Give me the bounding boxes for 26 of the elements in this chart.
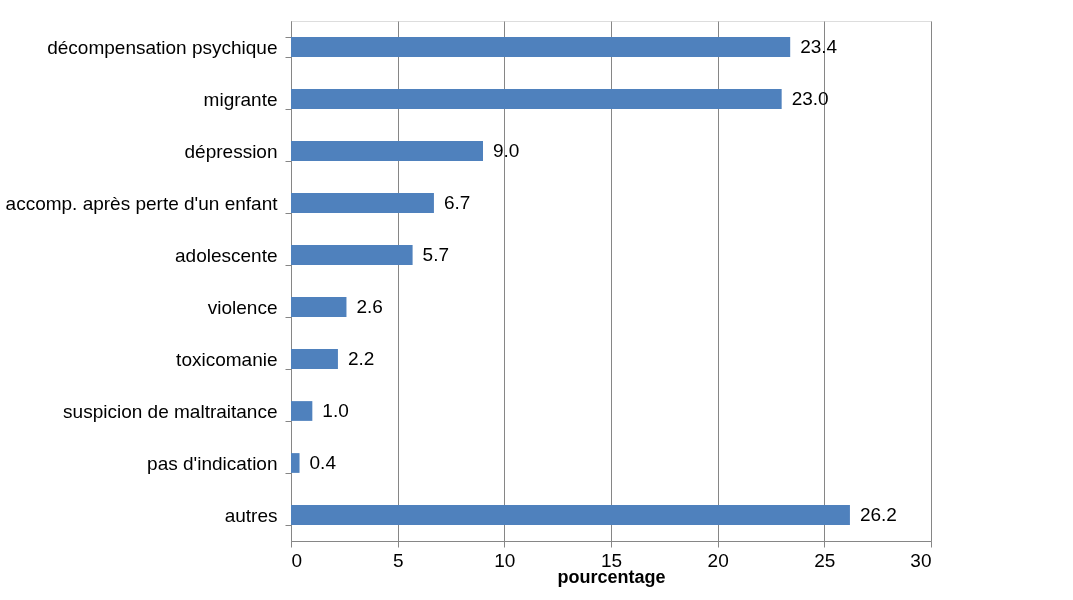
data-label: 26.2 [859,504,897,525]
x-tick-label: 10 [494,549,516,571]
y-tick-label: violence [207,296,278,318]
data-label: 2.2 [347,348,375,369]
data-label: 6.7 [443,192,471,213]
data-label: 23.4 [800,36,838,57]
y-tick-label: accomp. après perte d'un enfant [5,192,279,214]
x-tick-label: 20 [707,549,729,571]
data-label: 23.0 [791,88,829,109]
y-tick-label: autres [224,504,278,526]
data-label: 2.6 [356,296,383,317]
x-tick-label: 25 [814,549,836,571]
x-tick-label: 0 [291,549,303,571]
y-tick-label: décompensation psychique [47,36,278,58]
y-tick-label: dépression [184,140,278,162]
y-tick-label: suspicion de maltraitance [63,400,278,422]
data-label: 1.0 [322,400,349,421]
data-label: 0.4 [309,452,337,473]
y-tick-label: migrante [203,88,278,110]
data-label: 5.7 [422,244,450,265]
x-tick-label: 30 [910,549,932,571]
y-tick-label: adolescente [175,244,278,266]
y-tick-label: pas d'indication [147,452,278,474]
data-label: 9.0 [493,140,520,161]
x-tick-label: 5 [392,549,404,571]
y-tick-label: toxicomanie [176,348,278,370]
